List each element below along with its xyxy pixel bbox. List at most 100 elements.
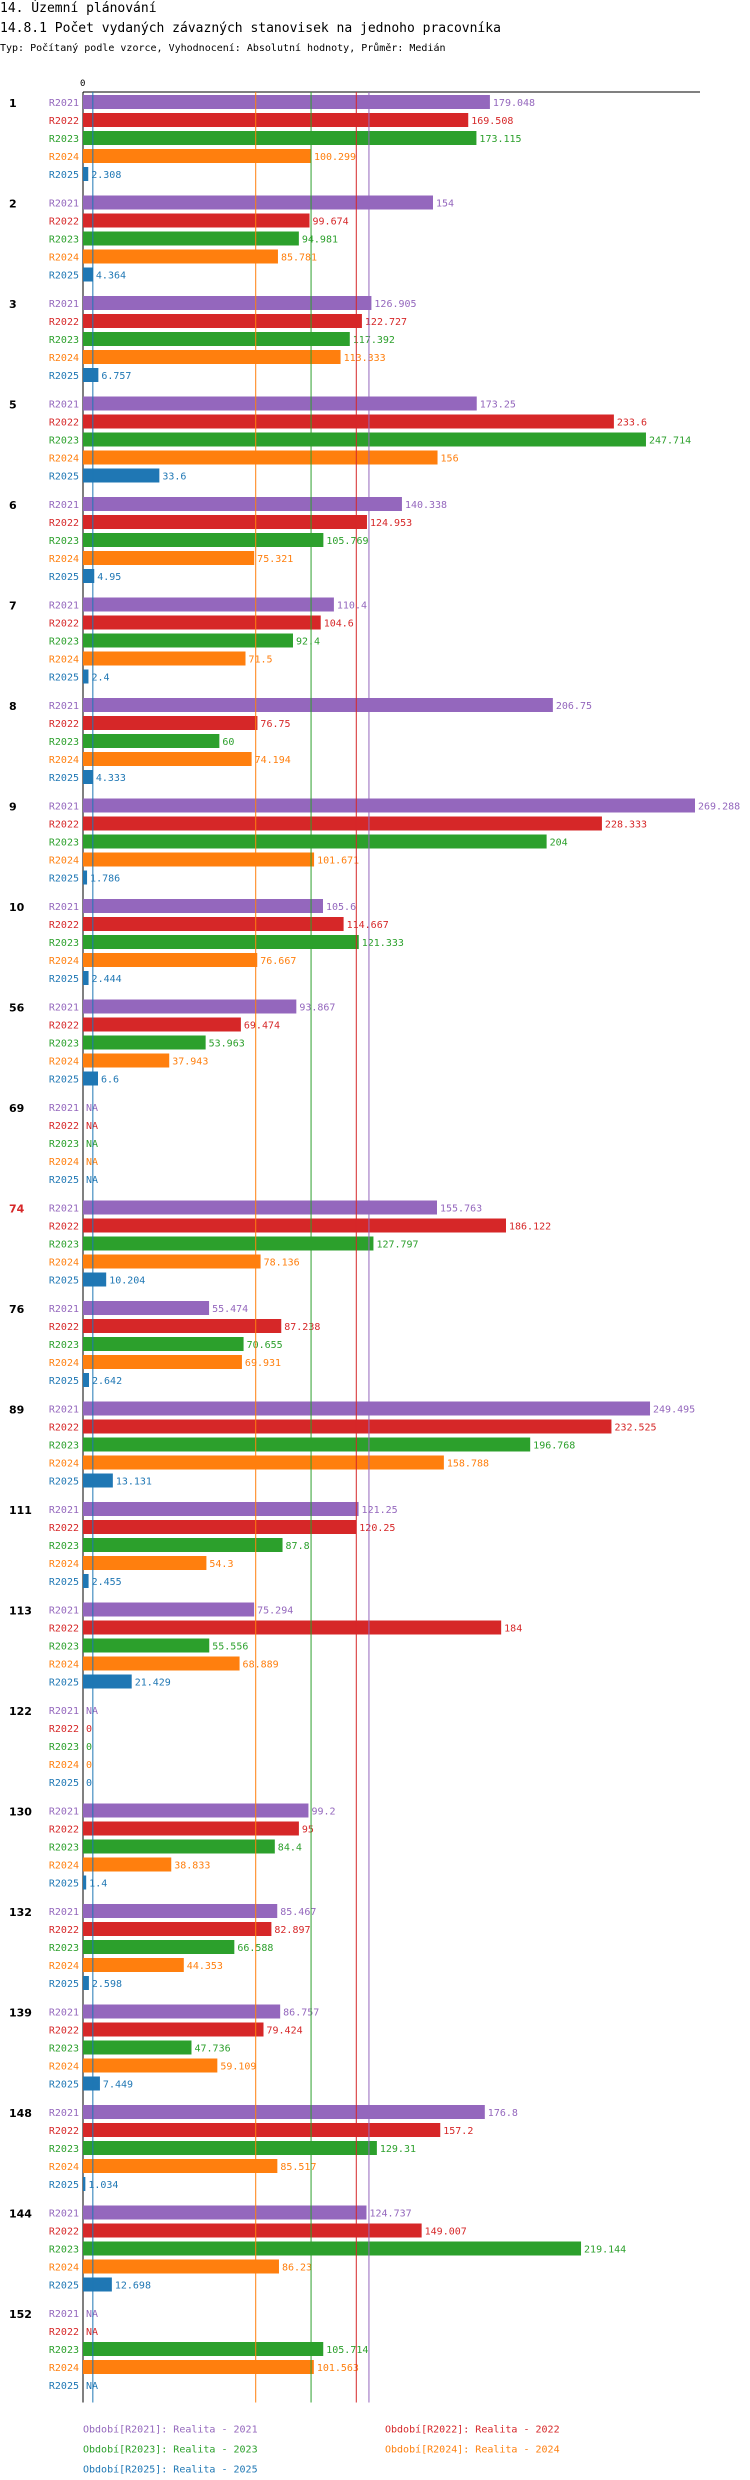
value-label: 85.517 [280, 2162, 316, 2173]
value-label: 78.136 [264, 1258, 300, 1269]
bar [83, 113, 469, 127]
series-label: R2023 [49, 1340, 79, 1351]
legend-item: Období[R2022]: Realita - 2022 [385, 2424, 560, 2436]
value-label: 37.943 [172, 1057, 208, 1068]
group-label: 111 [9, 1504, 32, 1517]
series-label: R2022 [49, 217, 79, 228]
series-label: R2025 [49, 1376, 79, 1387]
value-label: 2.598 [92, 1979, 122, 1990]
bar [83, 432, 646, 447]
bar [83, 1455, 444, 1470]
series-label: R2023 [49, 1039, 79, 1050]
bar [83, 167, 89, 181]
value-label: 101.671 [317, 856, 359, 867]
bar [83, 2342, 324, 2356]
bar [83, 1857, 172, 1872]
legend-item: Období[R2023]: Realita - 2023 [83, 2444, 258, 2456]
bar [83, 1236, 374, 1251]
value-label: 86.757 [283, 2008, 319, 2019]
series-label: R2023 [49, 1139, 79, 1150]
series-label: R2023 [49, 1943, 79, 1954]
value-label: NA [86, 1103, 98, 1114]
series-label: R2025 [49, 1678, 79, 1689]
value-label: 120.25 [359, 1523, 395, 1534]
bar [83, 1053, 170, 1068]
group-label: 130 [9, 1806, 32, 1819]
group-label: 139 [9, 2007, 32, 2020]
group-label: 122 [9, 1705, 32, 1718]
series-label: R2022 [49, 2126, 79, 2137]
bar [83, 2177, 86, 2191]
bar [83, 95, 490, 109]
value-label: 140.338 [405, 500, 447, 511]
value-label: 10.204 [109, 1276, 145, 1287]
value-label: 155.763 [440, 1204, 482, 1215]
value-label: 206.75 [556, 701, 592, 712]
value-label: 70.655 [247, 1340, 283, 1351]
bar [83, 1574, 89, 1588]
bar [83, 368, 99, 382]
group-label: 2 [9, 198, 17, 211]
value-label: 154 [436, 199, 454, 210]
value-label: 87.8 [286, 1541, 310, 1552]
value-label: 124.737 [369, 2209, 411, 2220]
series-label: R2022 [49, 2327, 79, 2338]
series-label: R2022 [49, 1624, 79, 1635]
value-label: 54.3 [209, 1559, 233, 1570]
series-label: R2023 [49, 737, 79, 748]
value-label: 204 [550, 838, 568, 849]
series-label: R2025 [49, 371, 79, 382]
value-label: 196.768 [533, 1441, 575, 1452]
value-label: 232.525 [614, 1423, 656, 1434]
series-label: R2021 [49, 1204, 79, 1215]
value-label: 117.392 [353, 335, 395, 346]
bar [83, 633, 293, 648]
value-label: NA [86, 1121, 98, 1132]
series-label: R2022 [49, 619, 79, 630]
value-label: 269.288 [698, 802, 740, 813]
chart-meta: Typ: Počítaný podle vzorce, Vyhodnocení:… [0, 43, 446, 54]
series-label: R2021 [49, 802, 79, 813]
series-label: R2024 [49, 956, 79, 967]
group-label: 5 [9, 399, 17, 412]
value-label: 110.4 [337, 601, 367, 612]
value-label: 59.109 [220, 2062, 256, 2073]
bar [83, 752, 252, 766]
series-label: R2025 [49, 472, 79, 483]
value-label: 169.508 [471, 116, 513, 127]
value-label: 99.674 [313, 217, 349, 228]
series-label: R2025 [49, 2180, 79, 2191]
group-label: 7 [9, 600, 17, 613]
series-label: R2025 [49, 1778, 79, 1789]
series-label: R2023 [49, 1441, 79, 1452]
value-label: 126.905 [374, 299, 416, 310]
bar [83, 971, 89, 985]
bar [83, 734, 220, 748]
series-label: R2023 [49, 838, 79, 849]
chart-title: 14.8.1 Počet vydaných závazných stanovis… [0, 21, 501, 36]
bar [83, 870, 88, 885]
series-label: R2022 [49, 2227, 79, 2238]
series-label: R2022 [49, 1021, 79, 1032]
series-label: R2024 [49, 454, 79, 465]
series-label: R2022 [49, 418, 79, 429]
series-label: R2023 [49, 2144, 79, 2155]
series-label: R2025 [49, 1075, 79, 1086]
group-label: 132 [9, 1906, 32, 1919]
series-label: R2021 [49, 1706, 79, 1717]
series-label: R2023 [49, 134, 79, 145]
bar [83, 1355, 242, 1369]
value-label: 85.781 [281, 253, 317, 264]
group-label: 69 [9, 1102, 24, 1115]
bar [83, 131, 477, 145]
series-label: R2022 [49, 1121, 79, 1132]
group-label: 1 [9, 97, 17, 110]
bar [83, 249, 278, 264]
value-label: 124.953 [370, 518, 412, 529]
group-label: 3 [9, 298, 17, 311]
series-label: R2023 [49, 2245, 79, 2256]
group-label: 144 [9, 2208, 32, 2221]
bar [83, 213, 310, 228]
value-label: 47.736 [194, 2044, 230, 2055]
